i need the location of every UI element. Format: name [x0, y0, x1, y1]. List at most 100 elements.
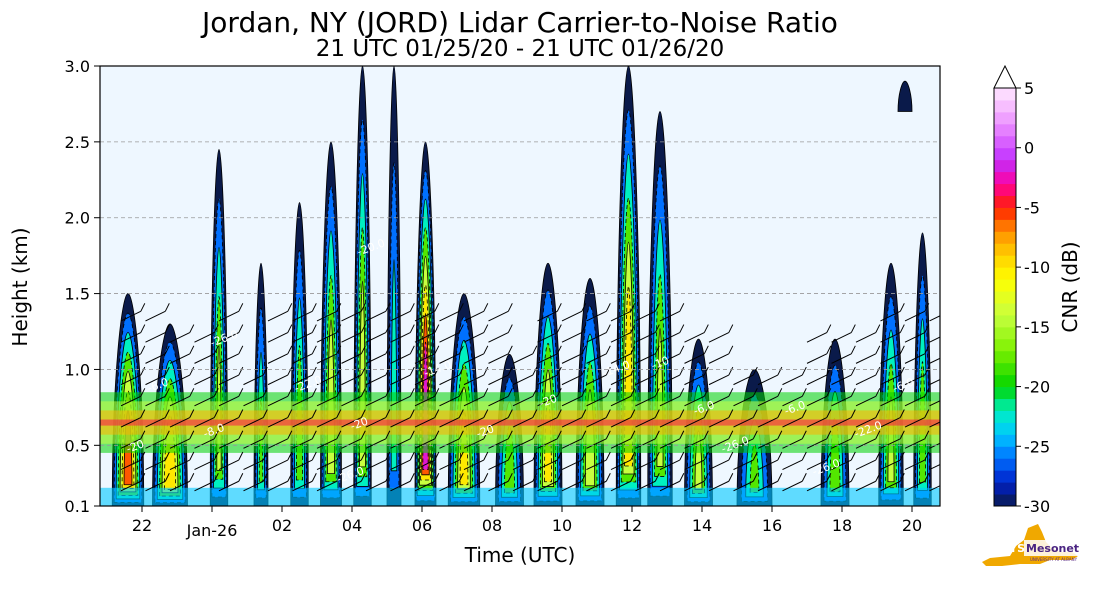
- wind-barb-269: [507, 388, 513, 397]
- wind-barb-7: [140, 409, 146, 418]
- wind-barb-120: [292, 438, 313, 449]
- wind-barb-180: [365, 374, 387, 386]
- wind-barb-163: [360, 366, 366, 376]
- wind-barb-29: [164, 366, 170, 376]
- wind-barb-45: [189, 388, 195, 397]
- wind-barb-105: [287, 409, 293, 418]
- colorbar-seg-28: [994, 159, 1016, 173]
- wind-barb-46: [169, 374, 191, 386]
- wind-barb-317: [581, 409, 587, 418]
- wind-barb-177: [385, 409, 391, 418]
- wind-barb-223: [434, 303, 440, 312]
- wind-barb-512: [855, 353, 877, 364]
- colorbar-tick-label-1: 0: [1024, 139, 1034, 158]
- wind-barb-335: [605, 409, 611, 418]
- wind-barb-359: [630, 345, 636, 355]
- wind-barb-161: [360, 388, 366, 397]
- wind-barb-67: [213, 324, 219, 333]
- logo-text-mesonet: Mesonet: [1026, 542, 1079, 555]
- wind-barb-475: [826, 409, 832, 418]
- wind-barb-415: [703, 324, 709, 333]
- wind-barb-509: [875, 388, 881, 397]
- wind-barb-154: [341, 459, 362, 471]
- wind-barb-101: [287, 451, 293, 461]
- wind-barb-201: [409, 345, 415, 355]
- wind-barb-334: [586, 417, 607, 428]
- wind-barb-216: [414, 374, 436, 386]
- grid-lines: [100, 141, 940, 446]
- x-tick-label-8: 14: [692, 516, 712, 535]
- wind-barb-249: [483, 409, 489, 418]
- colorbar-seg-27: [994, 171, 1016, 185]
- colorbar-seg-31: [994, 123, 1016, 137]
- wind-barb-37: [189, 473, 195, 482]
- colorbar-tick-label-4: -15: [1024, 318, 1050, 337]
- wind-barb-209: [434, 451, 440, 461]
- wind-barb-240: [439, 310, 460, 322]
- y-tick-label-5: 2.5: [65, 133, 90, 152]
- wind-barb-51: [189, 324, 195, 333]
- wind-barb-85: [238, 303, 244, 312]
- x-tick-label-3: 04: [342, 516, 362, 535]
- wind-barb-456: [782, 480, 803, 492]
- wind-barb-118: [292, 459, 313, 471]
- wind-barb-254: [463, 353, 485, 364]
- wind-barb-291: [532, 345, 538, 355]
- wind-barb-410: [684, 374, 705, 386]
- x-tick-label-2: 02: [272, 516, 292, 535]
- wind-barb-274: [488, 332, 509, 343]
- wind-barb-33: [164, 324, 170, 333]
- wind-barb-127: [311, 366, 317, 376]
- colorbar-seg-15: [994, 314, 1016, 328]
- colorbar-tick-label-2: -5: [1024, 198, 1040, 217]
- wind-barb-506: [855, 417, 877, 428]
- colorbar-seg-8: [994, 398, 1016, 411]
- wind-barb-13: [140, 345, 146, 355]
- wind-barb-495: [850, 366, 856, 376]
- wind-barb-190: [390, 459, 411, 471]
- wind-barb-502: [855, 459, 877, 471]
- wind-barb-73: [238, 430, 244, 439]
- wind-barbs: [120, 303, 940, 492]
- wind-barb-387: [679, 430, 685, 439]
- wind-barb-137: [336, 451, 342, 461]
- wind-barb-280: [512, 459, 534, 471]
- wind-barb-537: [924, 451, 930, 461]
- colorbar-seg-6: [994, 422, 1016, 435]
- wind-barb-429: [728, 345, 734, 355]
- wind-barb-62: [194, 374, 215, 386]
- wind-barb-360: [610, 332, 632, 343]
- wind-barb-131: [311, 324, 317, 333]
- wind-barb-277: [507, 303, 513, 312]
- wind-barb-234: [439, 374, 460, 386]
- wind-barb-319: [581, 388, 587, 397]
- wind-barb-395: [679, 345, 685, 355]
- wind-barb-529: [899, 345, 905, 355]
- wind-barb-83: [238, 324, 244, 333]
- colorbar-extend-arrow: [993, 64, 1017, 89]
- wind-barb-276: [488, 310, 509, 322]
- colorbar-seg-25: [994, 195, 1016, 208]
- wind-barb-176: [365, 417, 387, 428]
- wind-barb-199: [409, 366, 415, 376]
- wind-barb-17: [140, 303, 146, 312]
- wind-barb-390: [659, 395, 681, 407]
- wind-barb-433: [752, 473, 758, 482]
- wind-barb-481: [826, 345, 832, 355]
- wind-barb-99: [287, 473, 293, 482]
- wind-barb-150: [316, 310, 338, 322]
- wind-barb-103: [287, 430, 293, 439]
- wind-barb-314: [561, 438, 583, 449]
- wind-barb-96: [243, 374, 264, 386]
- wind-barb-494: [831, 374, 852, 386]
- wind-barb-19: [164, 473, 170, 482]
- x-tick-label-5: 08: [482, 516, 502, 535]
- wind-barb-337: [605, 388, 611, 397]
- wind-barb-26: [145, 395, 166, 407]
- wind-barb-168: [341, 310, 362, 322]
- wind-barb-244: [463, 459, 485, 471]
- wind-barb-402: [684, 459, 705, 471]
- wind-barb-233: [458, 388, 464, 397]
- colorbar-seg-11: [994, 362, 1016, 376]
- wind-barb-380: [635, 310, 656, 322]
